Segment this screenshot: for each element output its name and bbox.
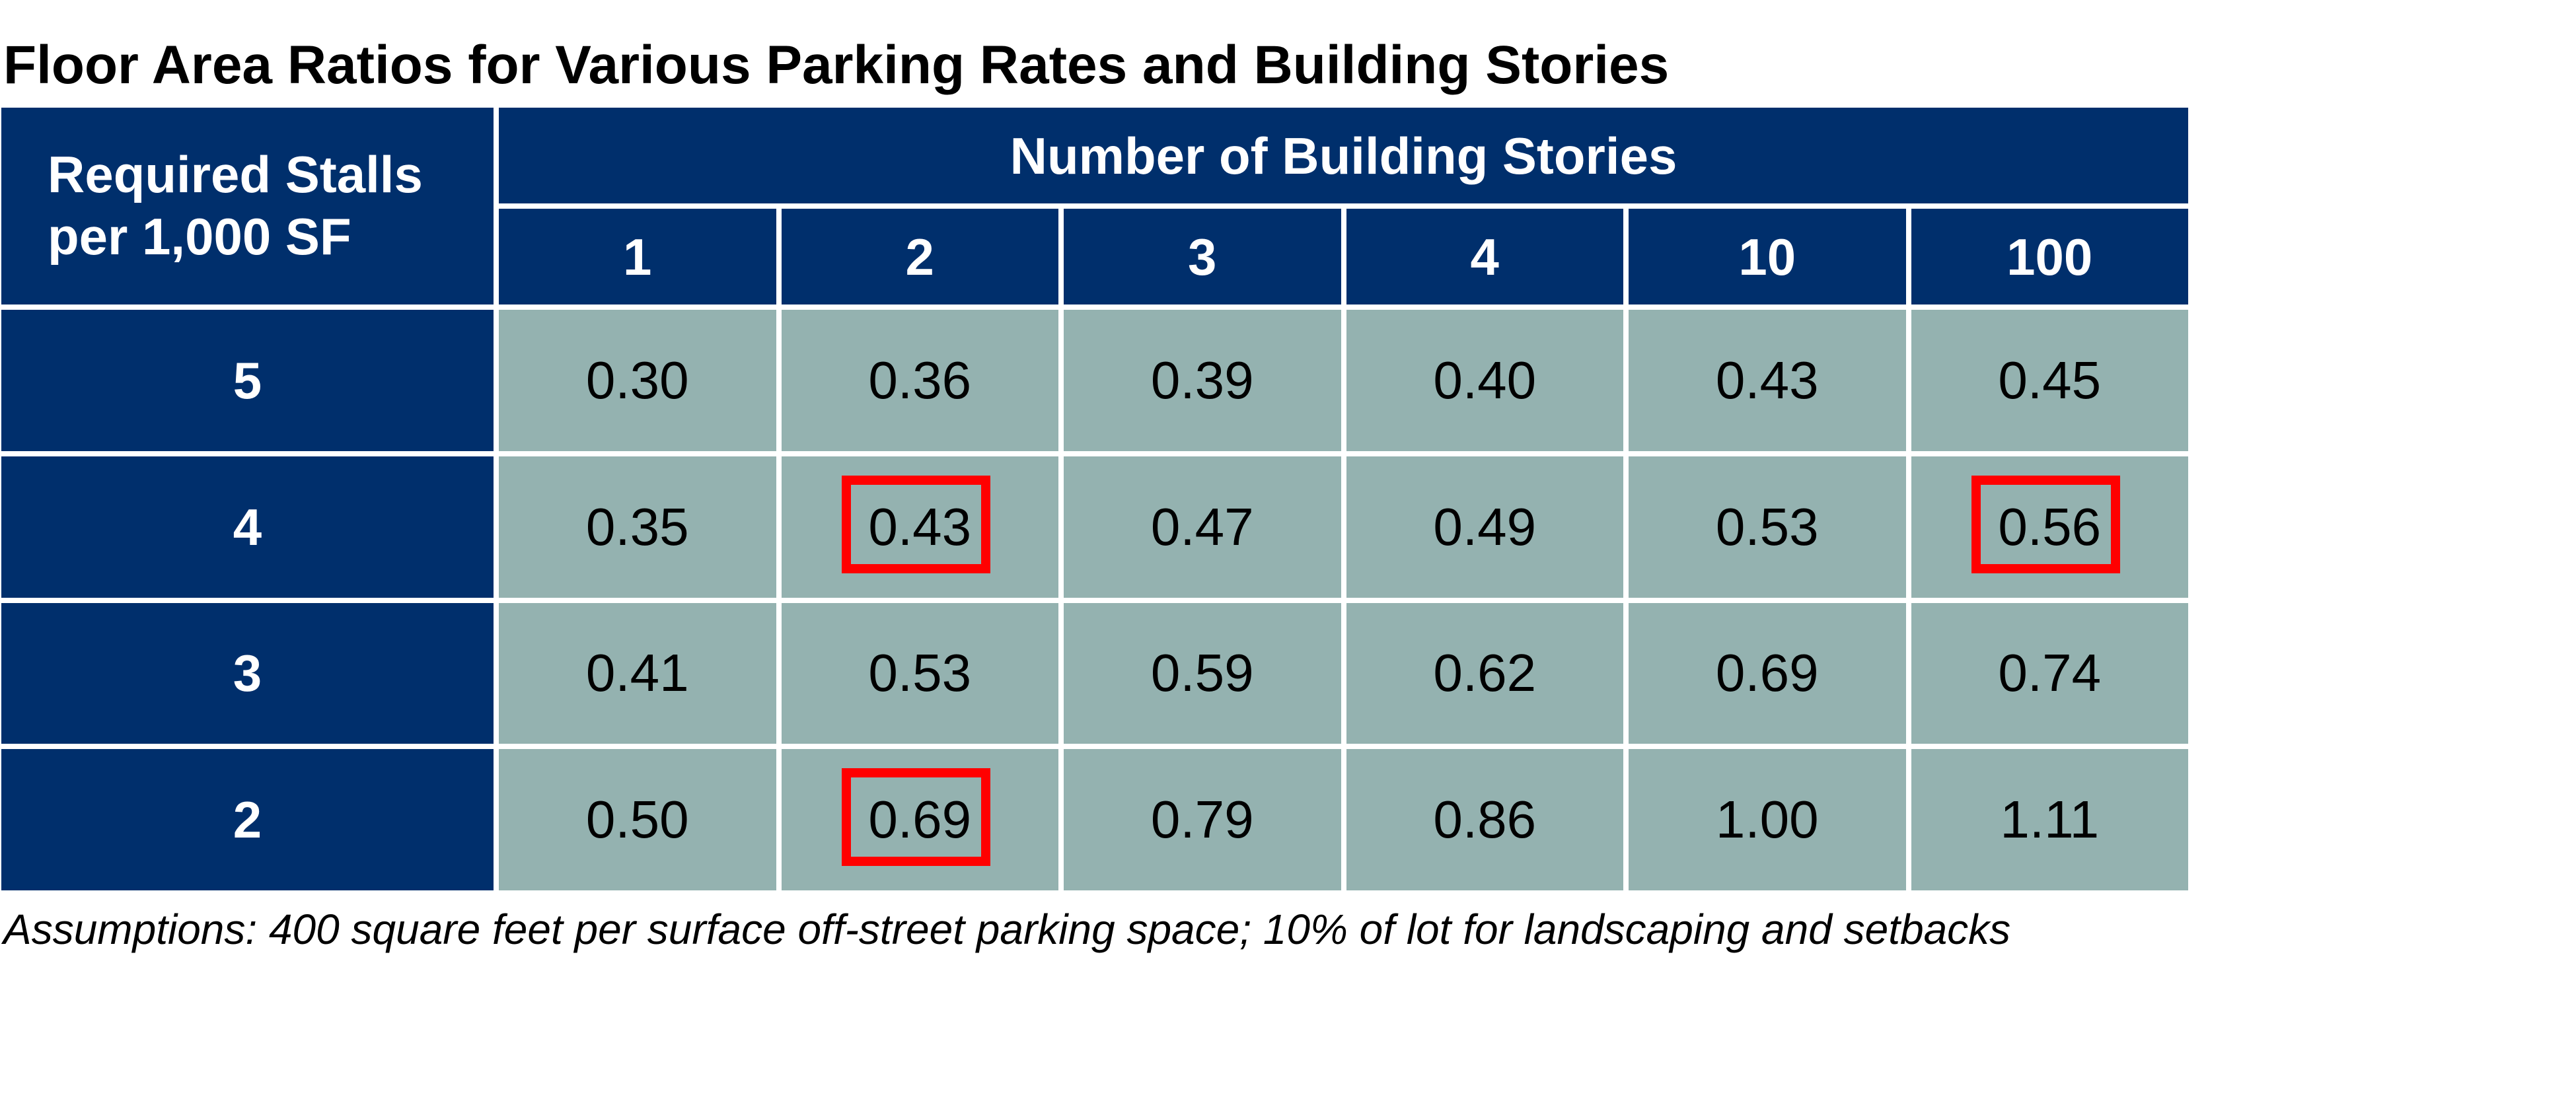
table-cell: 0.35 <box>499 456 776 598</box>
table-cell: 0.41 <box>499 602 776 744</box>
column-group-label: Number of Building Stories <box>499 108 2188 203</box>
table-cell: 0.56 <box>1911 456 2188 598</box>
column-header: 100 <box>1911 209 2188 305</box>
row-header: 4 <box>1 456 494 598</box>
highlight-box <box>1971 475 2120 573</box>
table-cell: 0.47 <box>1064 456 1341 598</box>
table-cell: 0.45 <box>1911 310 2188 451</box>
table-cell: 0.53 <box>1629 456 1906 598</box>
row-header-label-text: Required Stalls per 1,000 SF <box>48 145 423 266</box>
table-cell: 0.39 <box>1064 310 1341 451</box>
table-cell: 0.36 <box>781 310 1058 451</box>
row-header: 2 <box>1 749 494 890</box>
table-cell: 1.11 <box>1911 749 2188 890</box>
assumptions-footnote: Assumptions: 400 square feet per surface… <box>3 906 2011 953</box>
table-cell: 0.49 <box>1346 456 1623 598</box>
table-cell: 1.00 <box>1629 749 1906 890</box>
column-header: 4 <box>1346 209 1623 305</box>
table-cell: 0.50 <box>499 749 776 890</box>
far-table: Required Stalls per 1,000 SF Number of Bu… <box>1 108 2188 890</box>
column-header: 2 <box>781 209 1058 305</box>
highlight-box <box>841 475 990 573</box>
table-cell: 0.86 <box>1346 749 1623 890</box>
table-cell: 0.43 <box>1629 310 1906 451</box>
highlight-box <box>841 768 990 867</box>
table-cell: 0.59 <box>1064 602 1341 744</box>
table-cell: 0.53 <box>781 602 1058 744</box>
table-cell: 0.69 <box>1629 602 1906 744</box>
row-header-label: Required Stalls per 1,000 SF <box>1 108 494 305</box>
column-header: 1 <box>499 209 776 305</box>
table-cell: 0.62 <box>1346 602 1623 744</box>
column-header: 10 <box>1629 209 1906 305</box>
table-cell: 0.74 <box>1911 602 2188 744</box>
row-header: 5 <box>1 310 494 451</box>
table-cell: 0.30 <box>499 310 776 451</box>
page-title: Floor Area Ratios for Various Parking Ra… <box>3 35 1670 95</box>
table-cell: 0.79 <box>1064 749 1341 890</box>
column-header: 3 <box>1064 209 1341 305</box>
table-cell: 0.40 <box>1346 310 1623 451</box>
row-header: 3 <box>1 602 494 744</box>
